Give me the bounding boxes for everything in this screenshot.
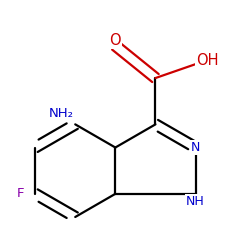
Text: N: N — [191, 141, 200, 154]
Text: OH: OH — [196, 53, 218, 68]
Text: NH: NH — [186, 195, 205, 208]
Text: NH₂: NH₂ — [48, 107, 74, 120]
Text: F: F — [17, 187, 25, 200]
Text: O: O — [110, 33, 121, 48]
